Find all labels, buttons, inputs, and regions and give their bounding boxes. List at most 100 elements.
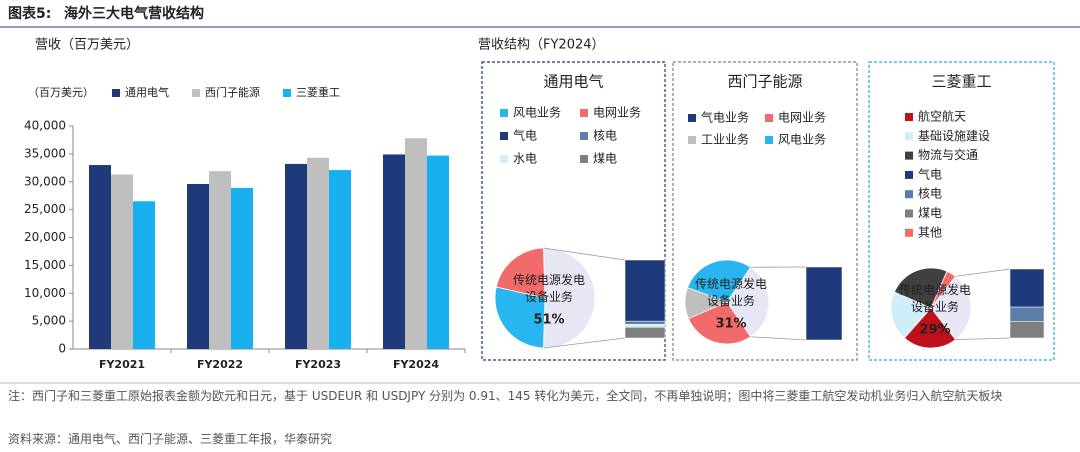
panel-title: 三菱重工 xyxy=(931,73,991,91)
legend-swatch xyxy=(905,151,913,160)
legend-label: 气电业务 xyxy=(701,110,749,125)
y-tick-label: 35,000 xyxy=(24,146,66,160)
detail-name: 传统电源发电设备业务 xyxy=(512,273,585,304)
legend-label: 煤电 xyxy=(593,152,617,166)
legend-label: 三菱重工 xyxy=(296,85,340,99)
detail-bar-segment xyxy=(624,259,666,322)
legend-swatch xyxy=(500,109,508,117)
bar xyxy=(405,138,427,349)
header-title: 海外三大电气营收结构 xyxy=(64,5,204,22)
bar xyxy=(209,171,231,349)
legend-swatch xyxy=(283,89,291,97)
legend-label: 航空航天 xyxy=(918,109,966,124)
legend-swatch xyxy=(112,89,120,97)
bar xyxy=(383,154,405,349)
legend-label: 水电 xyxy=(513,152,537,166)
legend-label: 煤电 xyxy=(918,206,942,220)
pie-slice xyxy=(890,291,932,339)
bar xyxy=(285,163,307,349)
bar xyxy=(187,183,209,349)
x-tick-label: FY2024 xyxy=(393,358,439,371)
detail-bar-segment xyxy=(1009,306,1045,322)
legend-swatch xyxy=(192,89,200,97)
x-tick-label: FY2021 xyxy=(99,358,145,371)
legend-label: 风电业务 xyxy=(778,132,826,147)
detail-bar-segment xyxy=(1009,268,1045,308)
chart-title: 营收（百万美元） xyxy=(35,38,139,53)
y-tick-label: 25,000 xyxy=(24,202,66,216)
pie-slice xyxy=(687,301,752,345)
legend-swatch xyxy=(905,113,913,121)
x-tick-label: FY2022 xyxy=(197,358,243,371)
legend-label: 西门子能源 xyxy=(205,85,260,99)
legend-swatch xyxy=(765,136,773,144)
y-tick-label: 15,000 xyxy=(24,258,66,272)
detail-bar-segment xyxy=(624,320,666,325)
connector xyxy=(955,268,1011,277)
connector xyxy=(955,337,1011,341)
legend-label: 核电 xyxy=(918,187,942,201)
legend-swatch xyxy=(905,132,913,141)
footer-note: 注：西门子和三菱重工原始报表金额为欧元和日元，基于 USDEUR 和 USDJP… xyxy=(8,389,1003,403)
header-label: 图表5: xyxy=(8,5,51,22)
bar xyxy=(329,170,351,349)
legend-label: 气电 xyxy=(513,128,537,143)
legend-label: 电网业务 xyxy=(593,105,641,120)
legend-swatch xyxy=(580,155,588,163)
detail-name: 传统电源发电设备业务 xyxy=(694,277,767,308)
legend-swatch xyxy=(500,132,508,140)
pie-slice xyxy=(903,307,957,349)
detail-bar-segment xyxy=(624,323,666,328)
legend-swatch xyxy=(905,228,913,237)
detail-value-label: 51% xyxy=(533,313,564,328)
y-tick-label: 40,000 xyxy=(24,119,66,133)
legend-swatch xyxy=(580,132,588,140)
legend-label: 风电业务 xyxy=(513,105,561,120)
legend-swatch xyxy=(905,209,913,218)
bar xyxy=(231,187,253,349)
legend-label: 气电 xyxy=(918,166,942,181)
x-tick-label: FY2023 xyxy=(295,358,341,371)
legend-swatch xyxy=(580,109,588,117)
detail-name: 传统电源发电设备业务 xyxy=(898,283,971,314)
connector xyxy=(543,247,626,261)
pie-slice xyxy=(686,259,752,303)
legend-swatch xyxy=(765,114,773,122)
pie-slice xyxy=(494,286,546,349)
pie-slice xyxy=(726,266,770,338)
pie-slice xyxy=(930,275,972,341)
y-tick-label: 30,000 xyxy=(24,174,66,188)
panel-border xyxy=(868,61,1055,361)
y-tick-label: 20,000 xyxy=(24,230,66,244)
section-title: 营收结构（FY2024） xyxy=(478,38,605,53)
panel-title: 西门子能源 xyxy=(727,73,802,91)
legend-label: 工业业务 xyxy=(701,132,749,147)
legend-swatch xyxy=(905,190,913,199)
pie-slice xyxy=(495,247,546,299)
panel-border xyxy=(481,61,666,361)
connector xyxy=(750,336,807,341)
detail-bar-segment xyxy=(805,266,843,341)
legend-label: 其他 xyxy=(918,225,942,239)
bar xyxy=(307,157,329,349)
legend-swatch xyxy=(500,155,508,163)
pie-slice xyxy=(893,267,948,309)
bar xyxy=(89,165,111,349)
legend-swatch xyxy=(688,136,696,144)
legend-label: 电网业务 xyxy=(778,110,826,125)
panel-border xyxy=(672,61,858,361)
y-tick-label: 10,000 xyxy=(24,286,66,300)
y-tick-label: 5,000 xyxy=(32,314,66,328)
legend-label: 物流与交通 xyxy=(918,147,978,162)
legend-label: 基础设施建设 xyxy=(918,129,990,143)
detail-bar-segment xyxy=(624,327,666,339)
legend-label: 核电 xyxy=(593,129,617,143)
detail-value-label: 31% xyxy=(715,317,746,332)
bar xyxy=(133,201,155,349)
bar xyxy=(111,174,133,349)
connector xyxy=(543,337,626,349)
legend-swatch xyxy=(905,170,913,179)
legend-unit: （百万美元） xyxy=(28,86,94,99)
